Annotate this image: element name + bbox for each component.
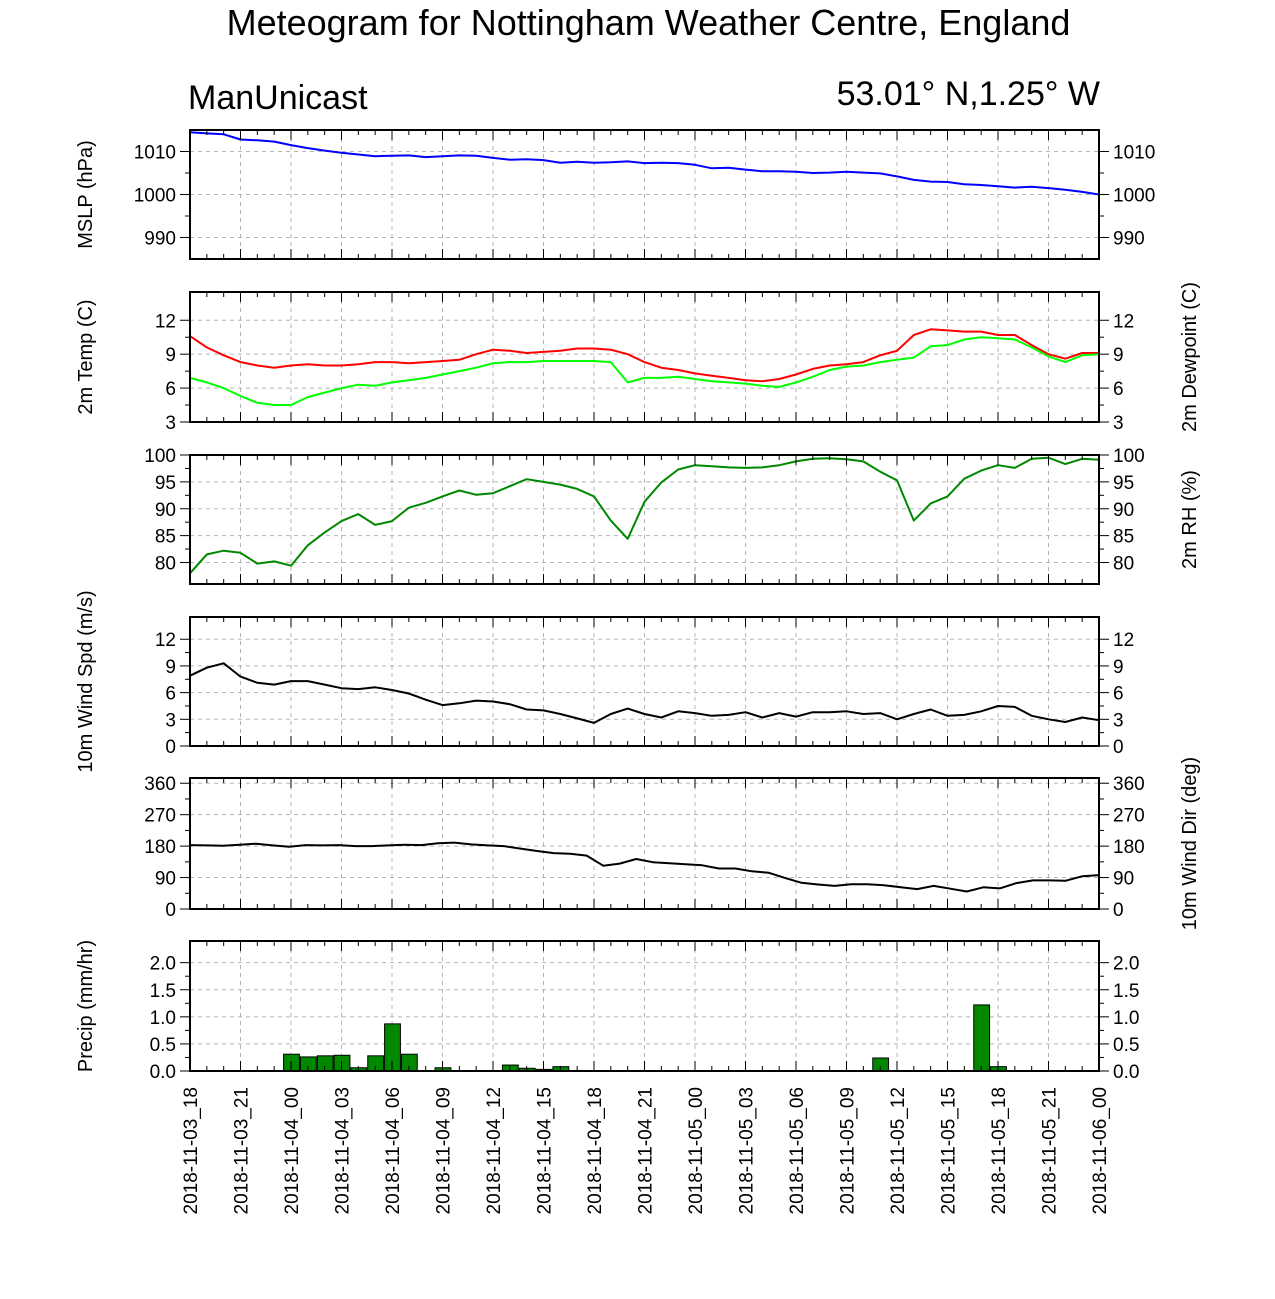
- y-tick-label-right: 0: [1113, 737, 1124, 758]
- y-tick-label-right: 1.5: [1113, 981, 1139, 1002]
- x-tick-label: 2018-11-05_15: [939, 1087, 960, 1214]
- y-tick-label-left: 0: [165, 737, 176, 758]
- y-tick-label-right: 9: [1113, 345, 1124, 366]
- y-tick-label-left: 0.0: [150, 1062, 176, 1083]
- y-axis-title-right: 2m RH (%): [1179, 470, 1201, 569]
- x-tick-label: 2018-11-04_03: [333, 1087, 354, 1214]
- series-line-temp-0: [189, 328, 1099, 383]
- y-tick-label-right: 1000: [1113, 186, 1155, 207]
- y-tick-label-right: 9: [1113, 657, 1124, 678]
- y-tick-label-left: 3: [165, 710, 176, 731]
- y-tick-label-right: 90: [1113, 500, 1134, 521]
- y-tick-label-left: 1000: [134, 186, 176, 207]
- y-tick-label-left: 9: [165, 345, 176, 366]
- y-tick-label-left: 990: [144, 229, 176, 250]
- y-tick-label-left: 9: [165, 657, 176, 678]
- y-tick-label-right: 990: [1113, 229, 1145, 250]
- x-tick-label: 2018-11-05_12: [888, 1087, 909, 1214]
- panel-rh: 80 80 85 85 90 90 95 95 100 100 2m RH (%): [144, 446, 1201, 585]
- y-tick-label-right: 80: [1113, 554, 1134, 575]
- panel-temp: 3 3 6 6 9 9 12 12 2m Temp (C) 2m Dewpoint (C): [75, 282, 1201, 434]
- y-tick-label-left: 12: [155, 311, 176, 332]
- series-line-rh-0: [189, 456, 1100, 574]
- precip-bar: [316, 1055, 334, 1072]
- panel-precip: 0.0 0.0 0.5 0.5 1.0 1.0 1.5 1.5 2.0 2.0 Precip (mm…: [75, 940, 1139, 1083]
- x-tick-label: 2018-11-03_18: [181, 1087, 202, 1214]
- y-tick-label-left: 1010: [134, 143, 176, 164]
- x-tick-label: 2018-11-05_09: [838, 1087, 859, 1214]
- y-tick-label-left: 12: [155, 630, 176, 651]
- y-tick-label-right: 90: [1113, 869, 1134, 890]
- chart-title: Meteogram for Nottingham Weather Centre,…: [226, 2, 1071, 43]
- y-tick-label-left: 80: [155, 554, 176, 575]
- x-tick-label: 2018-11-04_15: [535, 1087, 556, 1214]
- y-tick-label-left: 1.5: [150, 981, 176, 1002]
- y-tick-label-left: 270: [144, 806, 176, 827]
- x-tick-label: 2018-11-04_12: [484, 1087, 505, 1214]
- x-tick-label: 2018-11-04_21: [636, 1087, 657, 1214]
- series-line-wdir-0: [189, 841, 1100, 893]
- location-coordinates: 53.01° N,1.25° W: [836, 75, 1100, 113]
- y-tick-label-right: 0.0: [1113, 1062, 1139, 1083]
- y-tick-label-left: 95: [155, 473, 176, 494]
- y-tick-label-left: 90: [155, 869, 176, 890]
- y-tick-label-left: 3: [165, 413, 176, 434]
- x-tick-label: 2018-11-04_18: [585, 1087, 606, 1214]
- x-tick-label: 2018-11-03_21: [232, 1087, 253, 1214]
- x-tick-label: 2018-11-06_00: [1090, 1087, 1111, 1214]
- y-tick-label-left: 1.0: [150, 1008, 176, 1029]
- y-tick-label-right: 0.5: [1113, 1035, 1139, 1056]
- y-tick-label-right: 360: [1113, 774, 1145, 795]
- panel-mslp: 990 990 1000 1000 1010 1010 MSLP (hPa): [75, 129, 1155, 260]
- y-tick-label-left: 0: [165, 900, 176, 921]
- x-tick-label: 2018-11-05_03: [737, 1087, 758, 1214]
- x-tick-label: 2018-11-05_00: [686, 1087, 707, 1214]
- y-tick-label-right: 1010: [1113, 143, 1155, 164]
- panel-wdir: 0 0 90 90 180 180 270 270 360 360 10m Wind Dir (de…: [144, 757, 1201, 930]
- y-tick-label-left: 180: [144, 837, 176, 858]
- y-tick-label-right: 2.0: [1113, 954, 1139, 975]
- y-tick-label-left: 100: [144, 446, 176, 467]
- y-tick-label-right: 6: [1113, 684, 1124, 705]
- y-tick-label-right: 1.0: [1113, 1008, 1139, 1029]
- y-tick-label-right: 6: [1113, 379, 1124, 400]
- precip-bar: [973, 1004, 991, 1072]
- y-tick-label-left: 360: [144, 774, 176, 795]
- y-axis-title-left: MSLP (hPa): [75, 140, 97, 249]
- y-tick-label-right: 100: [1113, 446, 1145, 467]
- x-tick-label: 2018-11-04_06: [383, 1087, 404, 1214]
- y-tick-label-left: 2.0: [150, 954, 176, 975]
- y-tick-label-left: 85: [155, 527, 176, 548]
- y-tick-label-right: 85: [1113, 527, 1134, 548]
- x-tick-label: 2018-11-05_21: [1040, 1087, 1061, 1214]
- y-axis-title-left: 2m Temp (C): [75, 299, 97, 414]
- series-line-mslp-0: [189, 131, 1100, 196]
- y-tick-label-left: 6: [165, 379, 176, 400]
- y-axis-title-right: 2m Dewpoint (C): [1179, 282, 1201, 432]
- y-tick-label-right: 0: [1113, 900, 1124, 921]
- y-tick-label-right: 180: [1113, 837, 1145, 858]
- y-tick-label-right: 95: [1113, 473, 1134, 494]
- x-tick-label: 2018-11-04_09: [434, 1087, 455, 1214]
- y-tick-label-right: 3: [1113, 413, 1124, 434]
- y-tick-label-right: 12: [1113, 311, 1134, 332]
- series-line-temp-1: [189, 336, 1100, 406]
- y-tick-label-right: 270: [1113, 806, 1145, 827]
- y-tick-label-left: 90: [155, 500, 176, 521]
- model-name: ManUnicast: [188, 79, 368, 117]
- y-axis-title-left: 10m Wind Spd (m/s): [75, 590, 97, 772]
- y-axis-title-right: 10m Wind Dir (deg): [1179, 757, 1201, 930]
- x-tick-label: 2018-11-04_00: [282, 1087, 303, 1214]
- x-tick-label: 2018-11-05_06: [787, 1087, 808, 1214]
- y-tick-label-left: 6: [165, 684, 176, 705]
- y-tick-label-right: 12: [1113, 630, 1134, 651]
- y-tick-label-left: 0.5: [150, 1035, 176, 1056]
- x-tick-label: 2018-11-05_18: [989, 1087, 1010, 1214]
- series-line-wspd-0: [189, 662, 1100, 724]
- panel-wspd: 0 0 3 3 6 6 9 9 12 12 10m Wind Spd (m/s): [75, 590, 1134, 772]
- precip-bar: [367, 1055, 385, 1072]
- y-tick-label-right: 3: [1113, 710, 1124, 731]
- y-axis-title-left: Precip (mm/hr): [75, 940, 97, 1072]
